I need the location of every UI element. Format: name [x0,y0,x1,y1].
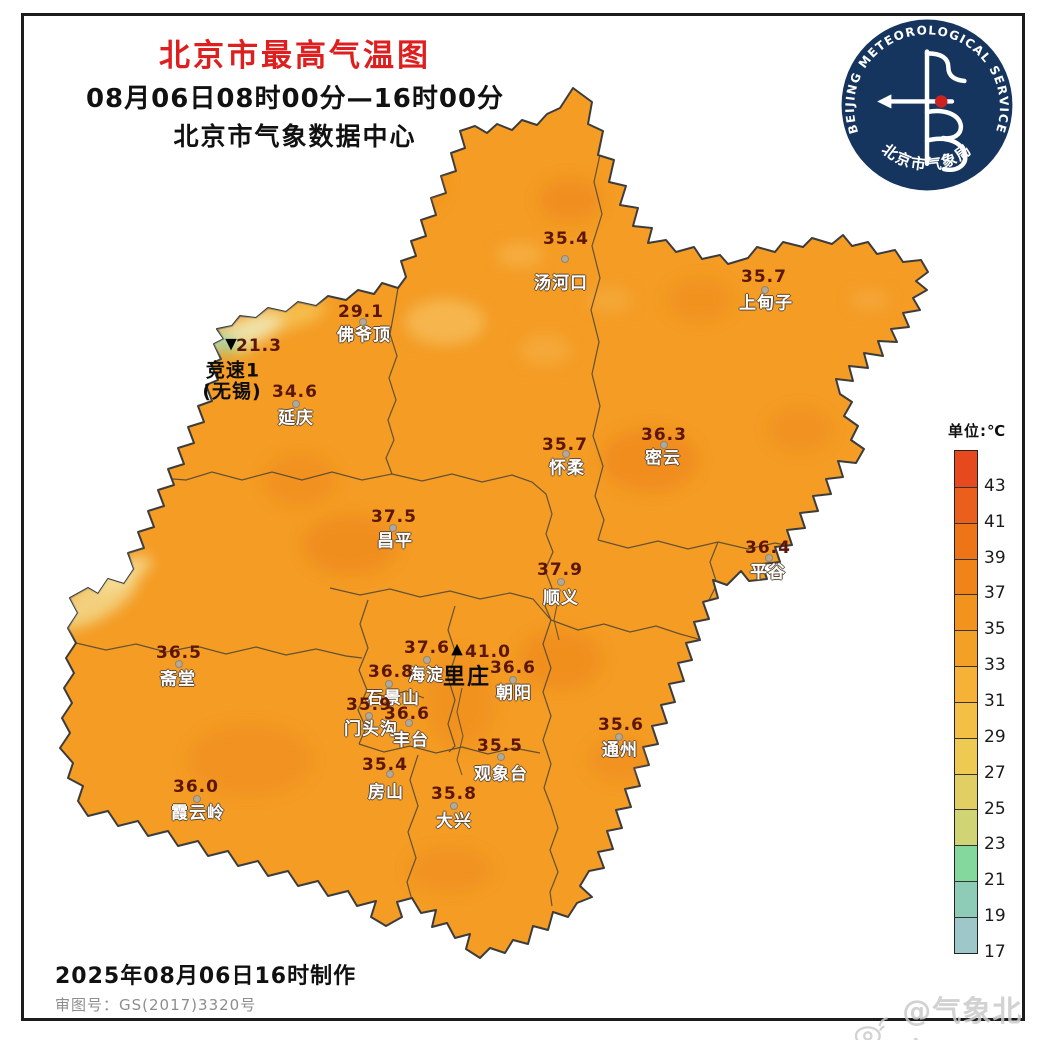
logo-svg: BEIJING METEOROLOGICAL SERVICE 北京市气象局 [841,19,1013,191]
district-boundaries [75,149,791,907]
legend-segment [955,630,977,667]
legend-tick-label: 37 [984,583,1006,604]
legend-segment [955,845,977,882]
legend-unit-label: 单位:℃ [948,422,1007,440]
legend-segment [955,737,977,774]
watermark-text: @气象北京 [902,994,1023,1040]
legend-tick-label: 27 [984,762,1006,783]
logo-station-glyph [887,49,968,172]
legend-tick-label: 25 [984,798,1006,819]
creation-time: 2025年08月06日16时制作 [55,964,357,989]
legend-segment [955,881,977,917]
legend-segment [955,773,977,810]
legend-tick-label: 19 [984,906,1006,927]
legend-segment [955,916,977,953]
legend-segment [955,701,977,738]
temperature-shading [60,148,890,892]
legend-segment [955,666,977,702]
legend-tick-label: 31 [984,691,1006,711]
legend-tick-label: 21 [984,870,1006,891]
legend-segment [955,594,977,631]
agency-logo: BEIJING METEOROLOGICAL SERVICE 北京市气象局 [838,16,1016,194]
map-header: 北京市最高气温图 08月06日08时00分—16时00分 北京市气象数据中心 [45,30,545,153]
page-title: 北京市最高气温图 [159,38,431,74]
legend-segment [955,809,977,846]
legend-tick-label: 23 [984,834,1006,855]
time-period: 08月06日08时00分—16时00分 [85,84,505,114]
legend-segment [955,558,977,595]
legend-tick-label: 41 [984,511,1006,532]
legend-tick-label: 33 [984,655,1006,676]
watermark: @气象北京 [852,988,1040,1040]
map-footer: 2025年08月06日16时制作 审图号：GS(2017)3320号 [55,958,356,1015]
logo-arrow-head [877,94,892,109]
logo-red-dot [935,95,948,108]
border-frame [21,13,1025,1021]
legend-tick-label: 35 [984,619,1006,640]
legend-tick-label: 39 [984,547,1006,568]
beijing-boundary [59,87,929,959]
weibo-icon [854,1016,888,1040]
legend-segment [955,486,977,523]
legend-tick-label: 17 [984,942,1006,962]
data-source: 北京市气象数据中心 [173,122,417,151]
legend-segment [955,451,977,487]
map-review-number: 审图号：GS(2017)3320号 [55,996,257,1014]
legend-color-bar [954,450,978,954]
temperature-legend: 单位:℃ 43 41 39 37 35 33 31 29 27 25 23 21 19 17 [946,420,1038,980]
legend-segment [955,522,977,559]
legend-tick-label: 43 [984,475,1006,496]
legend-tick-label: 29 [984,726,1006,747]
